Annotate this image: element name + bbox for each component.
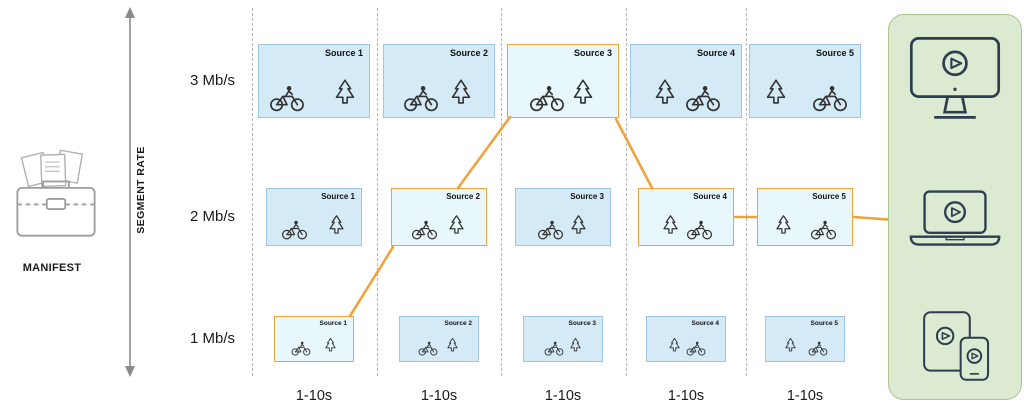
segment-scene: [267, 214, 361, 240]
segment-label: Source 4: [691, 320, 719, 327]
segment-1mbps-source-3: Source 3: [523, 316, 603, 362]
playback-devices-panel: [888, 14, 1022, 400]
segment-scene: [400, 337, 478, 356]
pine-tree-icon: [568, 214, 589, 240]
column-separator: [252, 8, 253, 376]
cyclist-icon: [544, 341, 564, 356]
segment-1mbps-source-5: Source 5: [765, 316, 845, 362]
segment-scene: [524, 337, 602, 356]
segment-rate-arrow-icon: [125, 7, 135, 377]
segment-1mbps-source-4: Source 4: [646, 316, 726, 362]
segment-label: Source 1: [319, 320, 347, 327]
segment-scene: [758, 214, 852, 240]
segment-3mbps-source-4: Source 4: [630, 44, 742, 118]
cyclist-icon: [269, 85, 305, 112]
pine-tree-icon: [569, 78, 597, 112]
segment-scene: [647, 337, 725, 356]
segment-rate-axis-label: SEGMENT RATE: [135, 146, 147, 234]
segment-label: Source 1: [324, 48, 363, 58]
column-separator: [501, 8, 502, 376]
segment-3mbps-source-1: Source 1: [258, 44, 370, 118]
segment-label: Source 2: [444, 320, 472, 327]
segment-label: Source 2: [446, 192, 480, 201]
desktop-monitor-icon: [909, 37, 1001, 119]
segment-3mbps-source-3: Source 3: [507, 44, 619, 118]
pine-tree-icon: [660, 214, 681, 240]
cyclist-icon: [686, 341, 706, 356]
pine-tree-icon: [446, 214, 467, 240]
segment-scene: [392, 214, 486, 240]
segment-2mbps-source-2: Source 2: [391, 188, 487, 246]
segment-scene: [259, 78, 369, 112]
cyclist-icon: [418, 341, 438, 356]
cyclist-icon: [808, 341, 828, 356]
segment-scene: [508, 78, 618, 112]
tablet-and-phone-icon: [923, 311, 990, 381]
rate-label-2mbps: 2 Mb/s: [190, 208, 236, 225]
pine-tree-icon: [667, 337, 682, 356]
segment-label: Source 4: [696, 48, 735, 58]
segment-label: Source 3: [573, 48, 612, 58]
segment-scene: [631, 78, 741, 112]
segment-label: Source 2: [449, 48, 488, 58]
cyclist-icon: [281, 220, 308, 240]
pine-tree-icon: [773, 214, 794, 240]
duration-label: 1-10s: [786, 388, 824, 404]
segment-3mbps-source-5: Source 5: [749, 44, 861, 118]
pine-tree-icon: [651, 78, 679, 112]
segment-1mbps-source-1: Source 1: [274, 316, 354, 362]
column-separator: [746, 8, 747, 376]
segment-label: Source 3: [570, 192, 604, 201]
cyclist-icon: [810, 220, 837, 240]
pine-tree-icon: [447, 78, 475, 112]
segment-label: Source 5: [810, 320, 838, 327]
rate-label-3mbps: 3 Mb/s: [190, 72, 236, 89]
pine-tree-icon: [762, 78, 790, 112]
cyclist-icon: [537, 220, 564, 240]
cyclist-icon: [686, 220, 713, 240]
cyclist-icon: [685, 85, 721, 112]
segment-label: Source 5: [812, 192, 846, 201]
segment-scene: [766, 337, 844, 356]
cyclist-icon: [411, 220, 438, 240]
cyclist-icon: [291, 341, 311, 356]
cyclist-icon: [812, 85, 848, 112]
column-separator: [377, 8, 378, 376]
duration-label: 1-10s: [420, 388, 458, 404]
pine-tree-icon: [326, 214, 347, 240]
segment-2mbps-source-5: Source 5: [757, 188, 853, 246]
pine-tree-icon: [568, 337, 583, 356]
pine-tree-icon: [323, 337, 338, 356]
rate-label-1mbps: 1 Mb/s: [190, 330, 236, 347]
pine-tree-icon: [445, 337, 460, 356]
segment-scene: [384, 78, 494, 112]
segment-scene: [639, 214, 733, 240]
segment-scene: [516, 214, 610, 240]
segment-label: Source 4: [693, 192, 727, 201]
duration-label: 1-10s: [295, 388, 333, 404]
segment-label: Source 5: [815, 48, 854, 58]
segment-scene: [275, 337, 353, 356]
duration-label: 1-10s: [667, 388, 705, 404]
segment-2mbps-source-1: Source 1: [266, 188, 362, 246]
segment-label: Source 3: [568, 320, 596, 327]
laptop-icon: [909, 190, 1001, 246]
segment-label: Source 1: [321, 192, 355, 201]
cyclist-icon: [403, 85, 439, 112]
column-separator: [626, 8, 627, 376]
segment-2mbps-source-4: Source 4: [638, 188, 734, 246]
segment-2mbps-source-3: Source 3: [515, 188, 611, 246]
segment-scene: [750, 78, 860, 112]
duration-label: 1-10s: [544, 388, 582, 404]
cyclist-icon: [529, 85, 565, 112]
manifest-icon: [16, 149, 96, 237]
segment-1mbps-source-2: Source 2: [399, 316, 479, 362]
pine-tree-icon: [783, 337, 798, 356]
segment-3mbps-source-2: Source 2: [383, 44, 495, 118]
pine-tree-icon: [331, 78, 359, 112]
manifest-label: MANIFEST: [22, 262, 82, 274]
